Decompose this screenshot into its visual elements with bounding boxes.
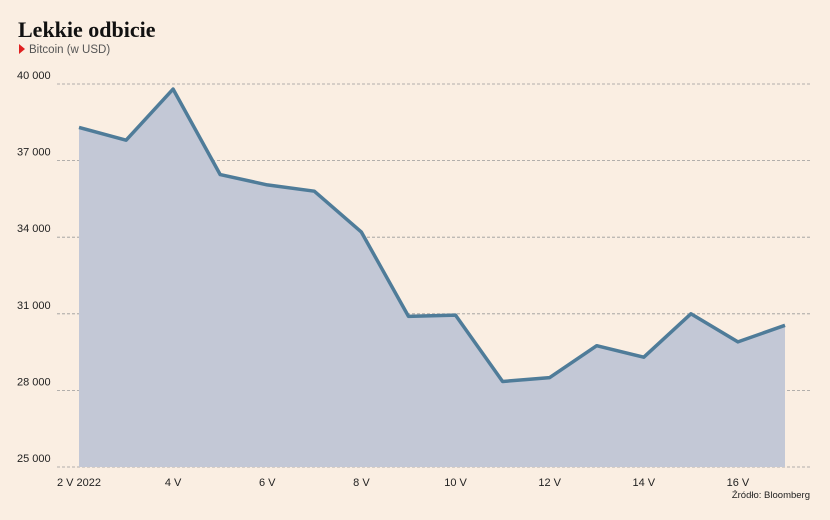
y-tick-label: 40 000 <box>17 70 51 82</box>
chart-title: Lekkie odbicie <box>18 17 156 42</box>
y-tick-label: 25 000 <box>17 453 51 465</box>
x-tick-label: 10 V <box>444 477 467 489</box>
x-tick-label: 14 V <box>632 477 655 489</box>
y-tick-label: 37 000 <box>17 147 51 159</box>
y-tick-label: 28 000 <box>17 376 51 388</box>
x-tick-label: 12 V <box>538 477 561 489</box>
x-tick-label: 6 V <box>259 477 276 489</box>
x-tick-label: 2 V 2022 <box>57 477 101 489</box>
y-tick-label: 31 000 <box>17 300 51 312</box>
subtitle-marker <box>19 44 25 54</box>
x-tick-label: 16 V <box>727 477 750 489</box>
y-tick-label: 34 000 <box>17 223 51 235</box>
x-tick-label: 4 V <box>165 477 182 489</box>
chart-subtitle: Bitcoin (w USD) <box>29 44 110 56</box>
x-tick-label: 8 V <box>353 477 370 489</box>
source: Źródło: Bloomberg <box>732 490 810 501</box>
line <box>78 87 786 384</box>
